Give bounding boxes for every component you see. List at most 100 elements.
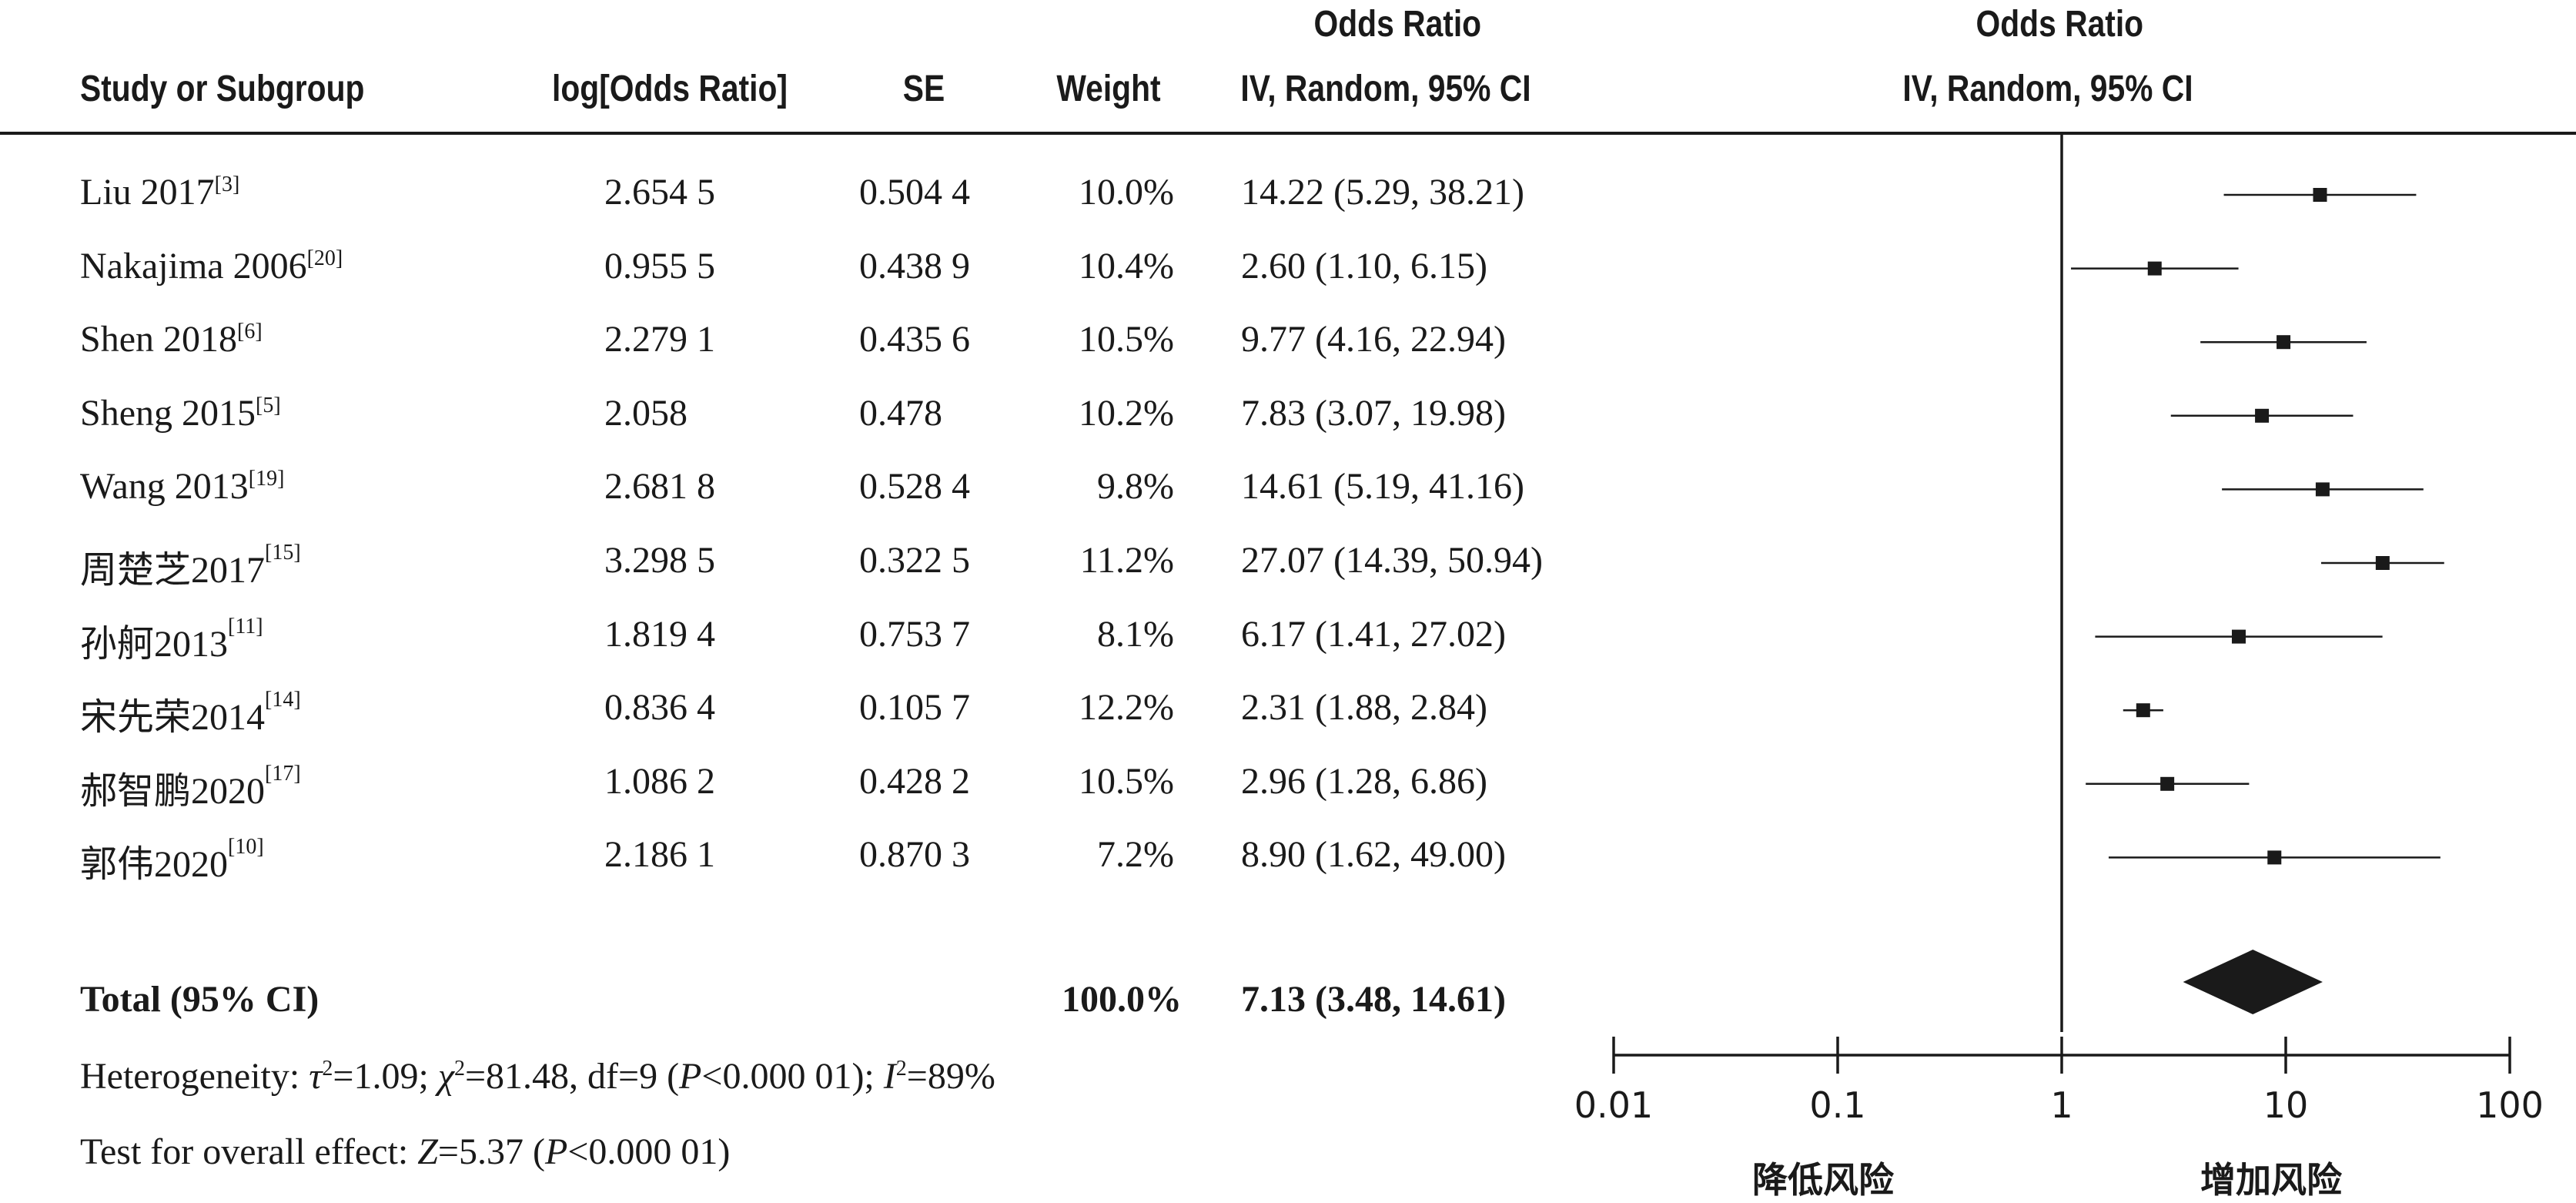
heterogeneity-prefix: Heterogeneity: <box>80 1056 309 1097</box>
log-or-cell: 2.186 1 <box>604 834 715 875</box>
weight-cell: 12.2% <box>1079 687 1174 728</box>
study-label: 郝智鹏2020 <box>80 771 266 812</box>
overall-p-symbol: P <box>544 1131 568 1172</box>
ci-cell: 6.17 (1.41, 27.02) <box>1241 614 1506 655</box>
x-tick-label: 0.01 <box>1574 1084 1654 1126</box>
header-study: Study or Subgroup <box>80 69 365 109</box>
total-label: Total (95% CI) <box>80 979 319 1020</box>
study-name: 孙舸2013[11] <box>80 613 263 667</box>
weight-cell: 10.0% <box>1079 172 1174 213</box>
ci-cell: 2.96 (1.28, 6.86) <box>1241 761 1487 802</box>
study-point-marker <box>2277 335 2291 350</box>
log-or-cell: 0.836 4 <box>604 687 715 728</box>
study-reference: [6] <box>237 320 263 343</box>
se-cell: 0.870 3 <box>859 834 970 875</box>
ci-cell: 8.90 (1.62, 49.00) <box>1241 834 1506 875</box>
p-value: <0.000 01); <box>701 1056 884 1097</box>
study-name: 宋先荣2014[14] <box>80 686 301 740</box>
header-rule <box>0 132 2576 135</box>
study-reference: [3] <box>214 173 240 196</box>
study-point-marker <box>2313 188 2327 202</box>
ci-cell: 2.31 (1.88, 2.84) <box>1241 687 1487 728</box>
se-cell: 0.322 5 <box>859 540 970 581</box>
p-symbol: P <box>679 1056 702 1097</box>
study-reference: [17] <box>265 762 301 786</box>
study-point-marker <box>2375 556 2390 570</box>
log-or-cell: 1.819 4 <box>604 614 715 655</box>
header-se: SE <box>902 69 945 109</box>
study-label: Wang 2013 <box>80 466 249 507</box>
x-tick-label: 10 <box>2263 1084 2309 1126</box>
study-name: Nakajima 2006[20] <box>80 245 343 287</box>
study-point-marker <box>2255 408 2270 423</box>
heterogeneity-text: Heterogeneity: τ2=1.09; χ2=81.48, df=9 (… <box>80 1056 995 1097</box>
ci-cell: 7.83 (3.07, 19.98) <box>1241 393 1506 434</box>
study-name: 周楚芝2017[15] <box>80 539 301 593</box>
se-cell: 0.504 4 <box>859 172 970 213</box>
tau-symbol: τ <box>309 1056 323 1097</box>
decrease-risk-label: 降低风险 <box>1752 1159 1894 1201</box>
overall-p-value: <0.000 01) <box>567 1131 731 1172</box>
overall-effect-text: Test for overall effect: Z=5.37 (P<0.000… <box>80 1131 730 1173</box>
study-name: Shen 2018[6] <box>80 318 263 360</box>
study-name: Wang 2013[19] <box>80 465 284 508</box>
i-symbol: I <box>883 1056 896 1097</box>
study-label: 周楚芝2017 <box>80 550 266 591</box>
weight-cell: 10.5% <box>1079 761 1174 802</box>
study-reference: [14] <box>265 688 301 712</box>
z-value: =5.37 ( <box>437 1131 545 1172</box>
study-name: 郝智鹏2020[17] <box>80 760 301 814</box>
se-cell: 0.528 4 <box>859 466 970 507</box>
study-label: 郭伟2020 <box>80 844 229 885</box>
study-label: Nakajima 2006 <box>80 246 307 287</box>
log-or-cell: 3.298 5 <box>604 540 715 581</box>
se-cell: 0.753 7 <box>859 614 970 655</box>
chi-symbol: χ <box>437 1056 454 1097</box>
log-or-cell: 2.654 5 <box>604 172 715 213</box>
header-plot-sub: IV, Random, 95% CI <box>1902 69 2193 109</box>
header-log-or: log[Odds Ratio] <box>552 69 788 109</box>
ci-cell: 2.60 (1.10, 6.15) <box>1241 246 1487 287</box>
x-tick-label: 100 <box>2476 1084 2544 1126</box>
log-or-cell: 0.955 5 <box>604 246 715 287</box>
z-symbol: Z <box>417 1131 438 1172</box>
study-label: 宋先荣2014 <box>80 697 266 738</box>
study-label: Sheng 2015 <box>80 393 256 434</box>
log-or-cell: 2.681 8 <box>604 466 715 507</box>
pooled-diamond <box>2183 950 2323 1014</box>
weight-cell: 10.2% <box>1079 393 1174 434</box>
header-weight: Weight <box>1056 69 1161 109</box>
weight-cell: 10.5% <box>1079 319 1174 360</box>
se-cell: 0.438 9 <box>859 246 970 287</box>
weight-cell: 7.2% <box>1097 834 1174 875</box>
increase-risk-label: 增加风险 <box>2200 1159 2342 1201</box>
se-cell: 0.435 6 <box>859 319 970 360</box>
ci-cell: 27.07 (14.39, 50.94) <box>1241 540 1543 581</box>
study-point-marker <box>2160 776 2175 791</box>
ci-cell: 9.77 (4.16, 22.94) <box>1241 319 1506 360</box>
weight-cell: 9.8% <box>1097 466 1174 507</box>
study-reference: [10] <box>228 835 264 859</box>
se-cell: 0.428 2 <box>859 761 970 802</box>
study-label: Shen 2018 <box>80 319 237 360</box>
study-point-marker <box>2315 482 2330 497</box>
i-value: =89% <box>906 1056 995 1097</box>
study-reference: [19] <box>248 467 285 491</box>
log-or-cell: 2.058 <box>604 393 687 434</box>
overall-prefix: Test for overall effect: <box>80 1131 418 1172</box>
study-reference: [11] <box>228 615 263 638</box>
total-weight: 100.0% <box>1062 979 1182 1020</box>
ci-cell: 14.22 (5.29, 38.21) <box>1241 172 1524 213</box>
study-point-marker <box>2231 629 2246 644</box>
x-tick-label: 0.1 <box>1809 1084 1866 1126</box>
study-reference: [20] <box>306 246 343 270</box>
study-point-marker <box>2136 703 2150 718</box>
log-or-cell: 1.086 2 <box>604 761 715 802</box>
x-tick-label: 1 <box>2050 1084 2073 1126</box>
study-reference: [15] <box>265 541 301 565</box>
study-label: 孙舸2013 <box>80 624 229 665</box>
study-point-marker <box>2267 850 2282 865</box>
weight-cell: 8.1% <box>1097 614 1174 655</box>
total-ci: 7.13 (3.48, 14.61) <box>1241 979 1506 1020</box>
